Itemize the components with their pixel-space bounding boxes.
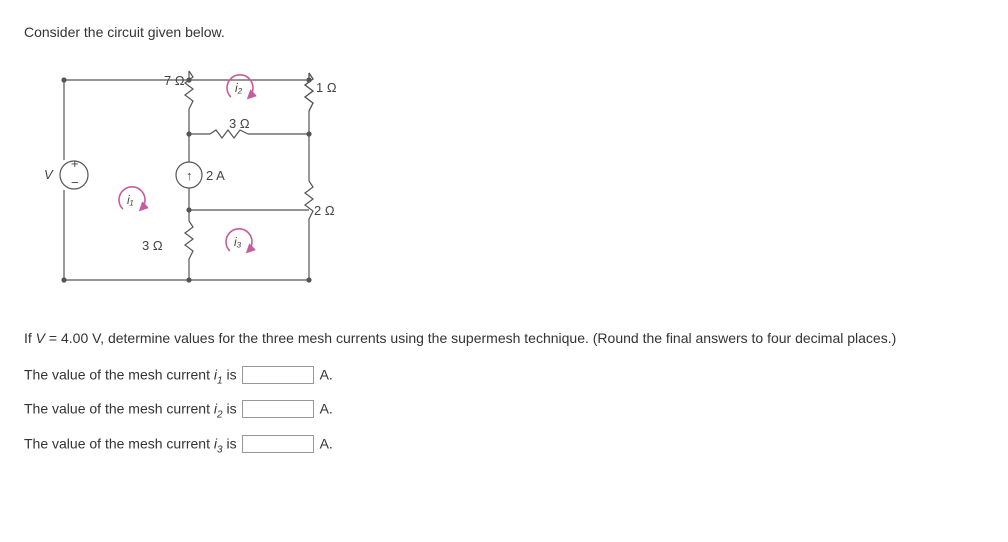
svg-text:+: + <box>71 156 79 171</box>
answer-row-1: The value of the mesh current i1 is A. <box>24 366 984 386</box>
svg-text:−: − <box>71 175 79 190</box>
i3-input[interactable] <box>242 435 314 453</box>
q-eq: = <box>45 330 61 346</box>
svg-text:2 Ω: 2 Ω <box>314 203 335 218</box>
r1-pre: The value of the mesh current <box>24 367 214 383</box>
svg-text:3 Ω: 3 Ω <box>142 238 163 253</box>
svg-text:V: V <box>44 167 54 182</box>
intro-text: Consider the circuit given below. <box>24 24 984 40</box>
circuit-diagram: + − V 1 Ω 2 Ω 7 Ω 3 Ω ↑ 2 A 3 Ω i₁ i₂ i₃ <box>34 50 364 310</box>
question-text: If V = 4.00 V, determine values for the … <box>24 330 984 346</box>
svg-text:i₃: i₃ <box>234 235 242 249</box>
answer-row-2: The value of the mesh current i2 is A. <box>24 400 984 420</box>
r3-post: is <box>223 435 237 451</box>
r1-post: is <box>223 367 237 383</box>
i1-input[interactable] <box>242 366 314 384</box>
svg-text:2 A: 2 A <box>206 168 225 183</box>
r2-unit: A. <box>320 401 333 417</box>
r3-pre: The value of the mesh current <box>24 435 214 451</box>
svg-text:3 Ω: 3 Ω <box>229 116 250 131</box>
svg-text:1 Ω: 1 Ω <box>316 80 337 95</box>
svg-text:↑: ↑ <box>186 168 193 183</box>
svg-text:i₂: i₂ <box>235 81 243 95</box>
r2-post: is <box>223 401 237 417</box>
i2-input[interactable] <box>242 400 314 418</box>
r1-unit: A. <box>320 367 333 383</box>
q-val: 4.00 <box>61 330 88 346</box>
q-var: V <box>36 330 45 346</box>
r2-pre: The value of the mesh current <box>24 401 214 417</box>
svg-text:i₁: i₁ <box>127 193 134 207</box>
answer-row-3: The value of the mesh current i3 is A. <box>24 435 984 455</box>
svg-text:7 Ω: 7 Ω <box>164 73 185 88</box>
r3-unit: A. <box>320 435 333 451</box>
q-pre: If <box>24 330 36 346</box>
q-post: V, determine values for the three mesh c… <box>88 330 896 346</box>
